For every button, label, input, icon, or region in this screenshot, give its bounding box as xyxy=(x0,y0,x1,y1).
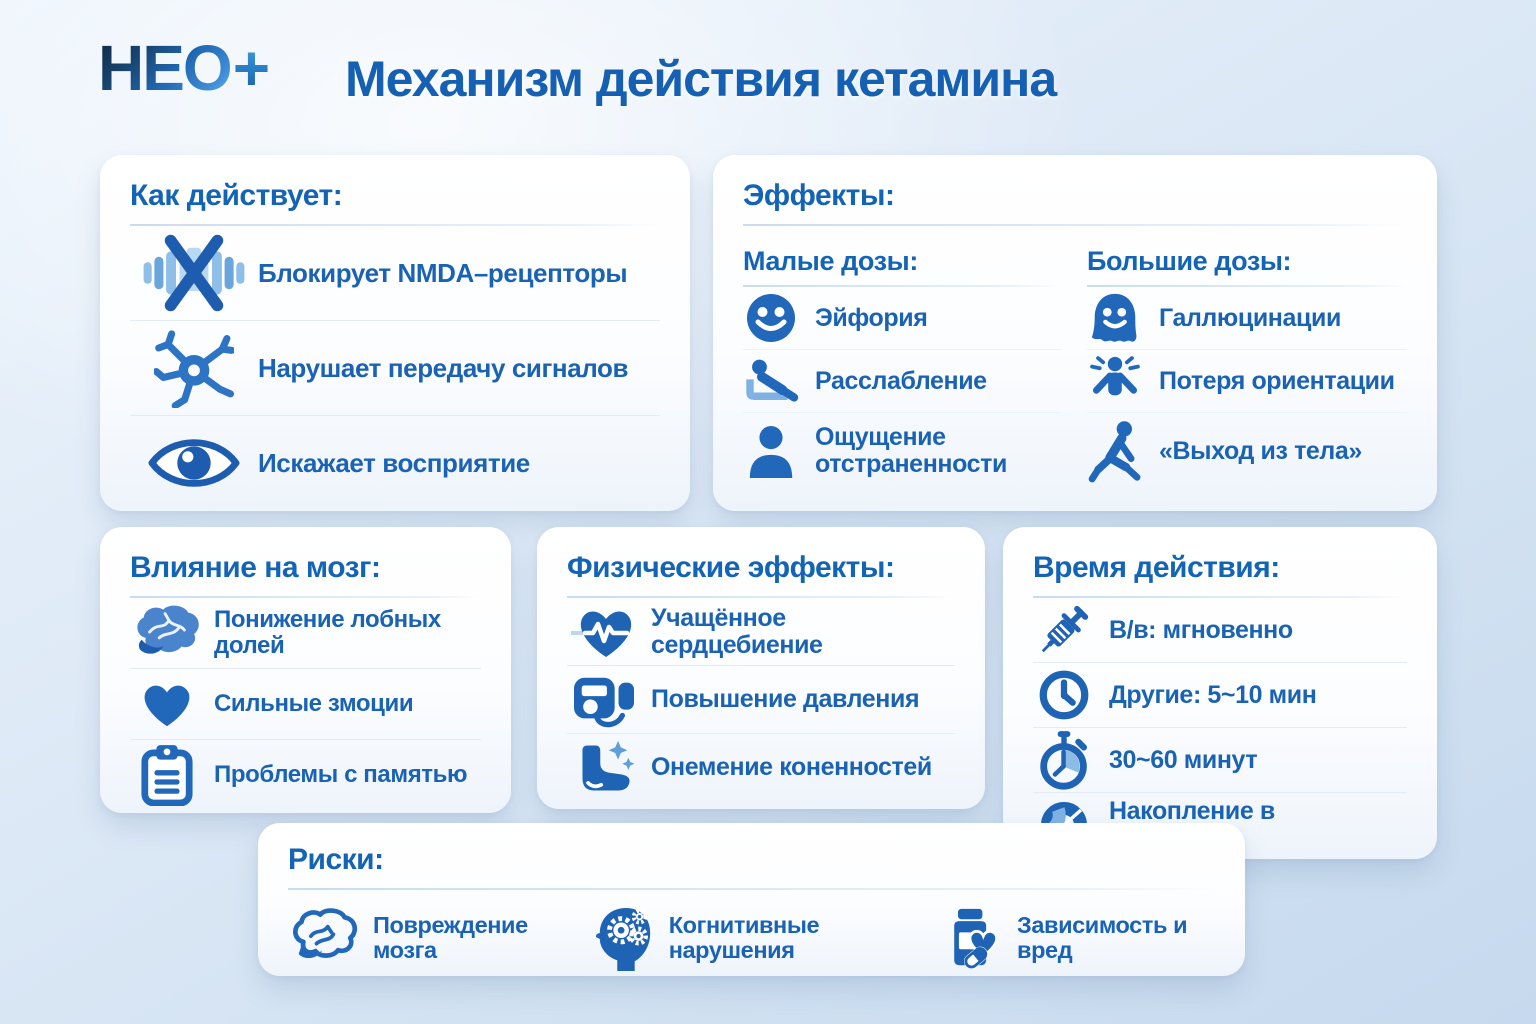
list-item-label: Нарушает передачу сигналов xyxy=(258,352,629,383)
person-reclining-icon xyxy=(743,354,799,408)
column-title: Большие дозы: xyxy=(1087,246,1292,276)
blood-pressure-monitor-icon xyxy=(567,670,641,730)
divider xyxy=(1087,285,1407,287)
list-item: Повышение давления xyxy=(567,665,955,733)
smiley-face-icon xyxy=(743,292,799,344)
card-title: Физические эффекты: xyxy=(567,551,895,584)
list-item-label: Эйфория xyxy=(815,303,928,332)
clock-icon xyxy=(1033,668,1095,722)
list-item-label: Проблемы с памятью xyxy=(214,761,468,789)
divider xyxy=(567,596,955,598)
list-item-label: Блокирует NMDA–рецепторы xyxy=(258,257,628,288)
stopwatch-icon xyxy=(1033,730,1095,790)
list-item-label: Потеря ориентации xyxy=(1159,366,1395,395)
logo: НЕО+ xyxy=(98,36,270,100)
list-item: Когнитивные нарушения xyxy=(594,904,912,972)
divider xyxy=(130,596,481,598)
person-floating-icon xyxy=(1087,418,1143,484)
head-gears-icon xyxy=(594,904,656,972)
list-item-label: Сильные змоции xyxy=(214,690,414,718)
list-item: Зависимость и вред xyxy=(942,906,1215,970)
list-item-label: Когнитивные нарушения xyxy=(668,911,820,963)
list-item-label: Зависимость и вред xyxy=(1017,911,1188,963)
list-item: Понижение лобных долей xyxy=(130,598,481,668)
card-title: Влияние на мозг: xyxy=(130,551,381,584)
list-item-label: «Выход из тела» xyxy=(1159,436,1362,465)
list-item-label: Ощущение отстраненности xyxy=(815,423,1007,478)
list-item-label: Галлюцинации xyxy=(1159,303,1341,332)
clipboard-icon xyxy=(130,744,204,806)
list-item: Галлюцинации xyxy=(1087,287,1407,349)
logo-plus-icon: + xyxy=(232,32,270,104)
list-item-label: Искажает восприятие xyxy=(258,447,530,478)
list-item-label: Расслабление xyxy=(815,366,987,395)
person-bust-icon xyxy=(743,423,799,479)
card-how-it-works: Как действует: Блокирует NMDA–рецепторы xyxy=(100,155,690,511)
list-item: Онемение коненностей xyxy=(567,733,955,801)
divider xyxy=(1033,596,1407,598)
list-item: Расслабление xyxy=(743,349,1061,412)
list-item: В/в: мгновенно xyxy=(1033,598,1407,662)
page-title: Механизм действия кетамина xyxy=(345,51,1057,107)
list-item-label: Другие: 5~10 мин xyxy=(1109,680,1317,709)
list-item: Проблемы с памятью xyxy=(130,739,481,810)
list-item-label: 30~60 минут xyxy=(1109,745,1258,774)
list-item: Потеря ориентации xyxy=(1087,349,1407,412)
list-item-label: Учащённое сердцебиение xyxy=(651,603,823,659)
list-item: Искажает восприятие xyxy=(130,415,660,510)
eye-icon xyxy=(130,432,258,494)
card-risks: Риски: Повреждение мозга xyxy=(258,823,1245,976)
card-title: Эффекты: xyxy=(743,179,895,212)
list-item-label: Онемение коненностей xyxy=(651,753,932,781)
list-item: «Выход из тела» xyxy=(1087,412,1407,489)
list-item: Другие: 5~10 мин xyxy=(1033,662,1407,727)
neuron-icon xyxy=(130,328,258,408)
card-brain-influence: Влияние на мозг: Понижение лобных долей xyxy=(100,527,511,813)
large-doses-column: Большие дозы: Галлюцинации xyxy=(1087,226,1407,489)
heart-icon xyxy=(130,678,204,730)
numb-foot-icon xyxy=(567,739,641,797)
list-item: Блокирует NMDA–рецепторы xyxy=(130,226,660,320)
card-title: Риски: xyxy=(288,843,384,876)
list-item: Повреждение мозга xyxy=(288,908,564,968)
card-physical-effects: Физические эффекты: Учащённое сердцебиен… xyxy=(537,527,985,809)
list-item-label: Повышение давления xyxy=(651,685,920,713)
divider xyxy=(130,224,660,226)
divider xyxy=(288,888,1215,890)
column-title: Малые дозы: xyxy=(743,246,918,276)
list-item: Эйфория xyxy=(743,287,1061,349)
list-item: Сильные змоции xyxy=(130,668,481,739)
divider xyxy=(743,224,1407,226)
nmda-receptor-blocked-icon xyxy=(130,232,258,314)
brain-outline-icon xyxy=(288,908,360,968)
person-disoriented-icon xyxy=(1087,353,1143,409)
syringe-icon xyxy=(1033,599,1095,661)
list-item: Учащённое сердцебиение xyxy=(567,598,955,665)
list-item-label: В/в: мгновенно xyxy=(1109,615,1293,644)
small-doses-column: Малые дозы: Эйфория xyxy=(743,226,1061,489)
card-title: Как действует: xyxy=(130,179,343,212)
card-duration: Время действия: xyxy=(1003,527,1437,859)
list-item-label: Повреждение мозга xyxy=(373,911,528,963)
list-item: Ощущение отстраненности xyxy=(743,412,1061,489)
brain-icon xyxy=(130,603,204,663)
logo-text: НЕО xyxy=(98,32,233,104)
heart-pulse-icon xyxy=(567,603,641,661)
divider xyxy=(743,285,1061,287)
pill-bottle-icon xyxy=(942,906,1004,970)
list-item-label: Понижение лобных долей xyxy=(214,606,441,659)
card-effects: Эффекты: Малые дозы: Эйфория xyxy=(713,155,1437,511)
list-item: 30~60 минут xyxy=(1033,727,1407,792)
card-title: Время действия: xyxy=(1033,551,1280,584)
list-item: Нарушает передачу сигналов xyxy=(130,320,660,415)
ghost-icon xyxy=(1087,290,1143,346)
